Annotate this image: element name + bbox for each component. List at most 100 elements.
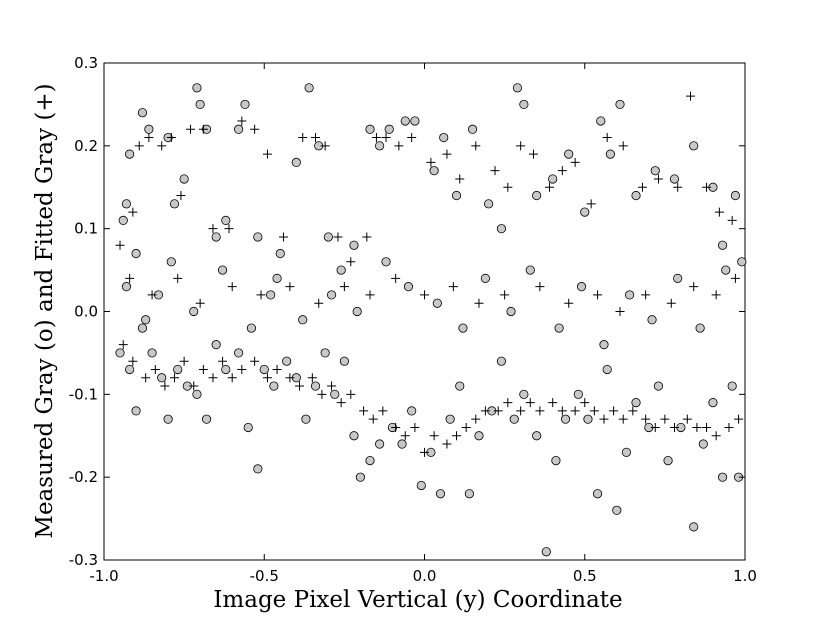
fitted-point	[327, 381, 337, 391]
measured-point	[211, 340, 221, 350]
fitted-point	[400, 431, 410, 441]
measured-point	[298, 315, 308, 325]
measured-point	[669, 174, 680, 184]
fitted-point	[586, 199, 596, 209]
fitted-point	[391, 422, 401, 432]
measured-point	[118, 215, 128, 225]
measured-point	[272, 273, 282, 283]
measured-point	[583, 414, 593, 424]
x-tick-label: 1.0	[733, 567, 757, 585]
measured-point	[163, 414, 173, 424]
measured-point	[429, 166, 439, 176]
measured-point	[403, 282, 414, 292]
measured-point	[458, 323, 468, 333]
fitted-point	[503, 398, 513, 408]
fitted-point	[666, 298, 676, 308]
measured-point	[339, 356, 349, 366]
measured-point	[560, 414, 571, 424]
fitted-point	[381, 133, 391, 143]
measured-point	[464, 489, 474, 499]
measured-point	[689, 522, 699, 532]
fitted-point	[426, 157, 436, 167]
measured-point	[717, 472, 728, 482]
measured-point	[221, 215, 231, 225]
measured-point	[192, 389, 202, 399]
measured-point	[695, 323, 705, 333]
measured-point	[400, 116, 410, 126]
measured-point	[173, 364, 183, 375]
measured-point	[615, 99, 625, 110]
fitted-point	[285, 282, 295, 292]
fitted-point	[237, 116, 247, 126]
measured-point	[474, 431, 484, 441]
fitted-point	[570, 406, 580, 416]
fitted-point	[336, 398, 346, 408]
fitted-point	[480, 406, 490, 416]
fitted-point	[189, 381, 199, 391]
measured-point	[512, 83, 523, 93]
measured-point	[631, 398, 641, 408]
measured-point	[330, 389, 340, 399]
fitted-point	[333, 232, 343, 242]
measured-point	[291, 157, 301, 167]
measured-point	[301, 414, 311, 424]
fitted-point	[535, 282, 545, 292]
fitted-point	[237, 364, 247, 374]
y-tick-label: 0.3	[74, 54, 98, 72]
measured-point	[253, 232, 263, 242]
fitted-point	[410, 422, 420, 432]
measured-point	[455, 381, 465, 391]
fitted-point	[641, 414, 651, 424]
measured-point	[275, 248, 285, 259]
fitted-point	[186, 124, 196, 134]
fitted-point	[702, 422, 712, 432]
fitted-point	[339, 282, 349, 292]
measured-point	[375, 439, 385, 449]
measured-point	[407, 406, 417, 416]
fitted-point	[653, 174, 663, 184]
x-tick-label: -1.0	[89, 567, 118, 585]
measured-point	[708, 398, 718, 408]
measured-point	[432, 298, 442, 308]
fitted-point	[641, 290, 651, 300]
fitted-point	[250, 124, 260, 134]
fitted-point	[278, 232, 288, 242]
x-tick-label: 0.5	[573, 567, 597, 585]
measured-point	[365, 124, 375, 134]
fitted-point	[198, 124, 208, 134]
fitted-point	[256, 290, 266, 300]
measured-point	[115, 348, 125, 358]
measured-point	[483, 199, 494, 209]
measured-point	[532, 190, 542, 201]
measured-point	[253, 464, 263, 474]
measured-point	[525, 265, 535, 275]
fitted-point	[147, 290, 157, 300]
measured-point	[397, 439, 407, 449]
fitted-point	[564, 298, 574, 308]
measured-point	[259, 364, 269, 375]
fitted-point	[134, 141, 144, 151]
fitted-point	[442, 439, 452, 449]
measured-point	[602, 364, 612, 375]
fitted-point	[115, 240, 125, 250]
measured-point	[121, 199, 132, 209]
measured-point	[673, 273, 683, 283]
measured-point	[320, 348, 330, 358]
measured-point	[580, 207, 590, 217]
measured-point	[355, 472, 365, 482]
measured-point	[141, 315, 151, 325]
fitted-point	[173, 273, 183, 283]
fitted-point	[128, 356, 138, 366]
measured-point	[451, 190, 462, 201]
measured-point	[551, 455, 561, 466]
fitted-point	[118, 340, 128, 350]
fitted-point	[734, 414, 744, 424]
fitted-point	[166, 133, 176, 143]
measured-point	[599, 340, 609, 350]
fitted-point	[394, 141, 404, 151]
fitted-point	[535, 406, 545, 416]
measured-point	[496, 224, 507, 234]
fitted-point	[615, 307, 625, 316]
measured-point	[195, 99, 205, 110]
measured-point	[326, 290, 337, 300]
